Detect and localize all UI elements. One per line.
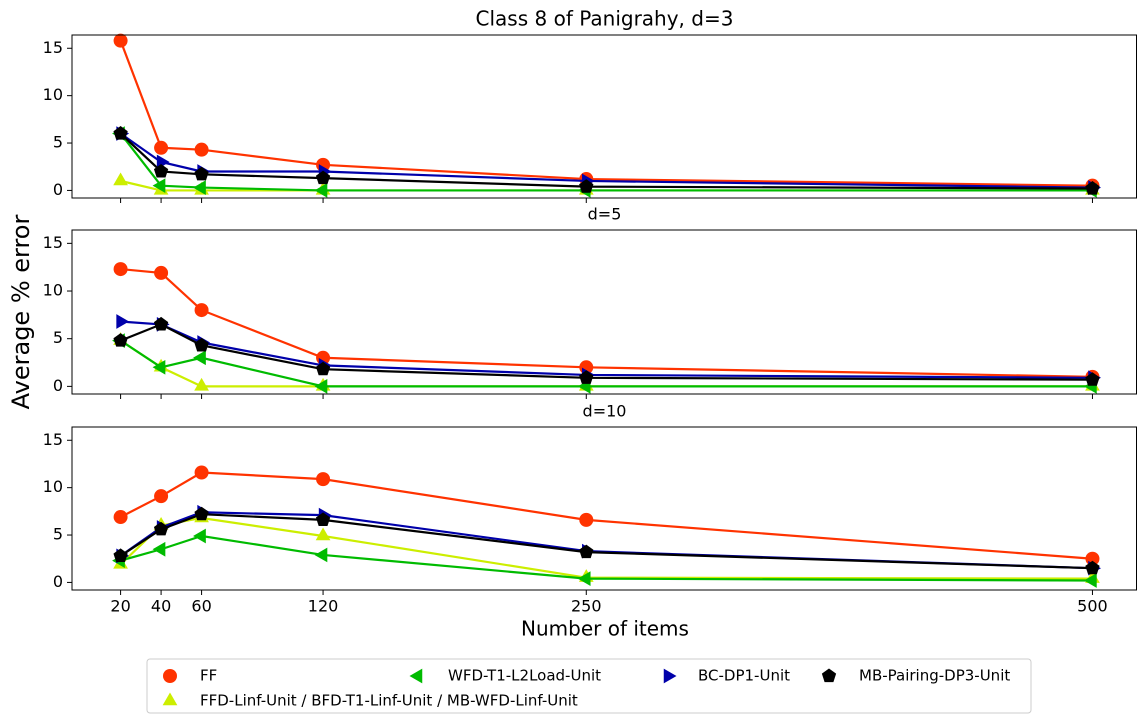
axes-frame <box>71 34 1137 199</box>
x-tick-label: 60 <box>191 597 211 616</box>
y-tick-label: 0 <box>53 180 63 199</box>
data-point <box>152 541 166 557</box>
series-line <box>120 323 1093 381</box>
data-point <box>193 528 206 544</box>
data-point <box>116 314 130 329</box>
legend-label: FF <box>200 667 217 685</box>
data-point <box>154 265 169 280</box>
legend-label: FFD-Linf-Unit / BFD-T1-Linf-Unit / MB-WF… <box>200 692 578 710</box>
series-line <box>120 534 1093 582</box>
legend-marker <box>821 668 837 683</box>
series-line <box>120 471 1093 560</box>
data-point <box>314 547 328 563</box>
legend-label: WFD-T1-L2Load-Unit <box>448 667 601 685</box>
data-point <box>153 521 169 536</box>
x-tick-label: 250 <box>571 597 602 616</box>
data-point <box>315 361 331 376</box>
data-point <box>577 571 591 586</box>
series-line <box>119 132 1093 189</box>
series-line <box>119 132 1093 190</box>
data-point <box>316 472 331 487</box>
x-tick-label: 500 <box>1077 597 1108 616</box>
data-point <box>113 548 128 562</box>
y-tick-label: 5 <box>53 133 63 152</box>
data-point <box>194 377 209 391</box>
y-tick-label: 15 <box>43 233 63 252</box>
data-point <box>154 140 169 155</box>
data-point <box>579 512 594 527</box>
data-point <box>113 333 128 347</box>
data-point <box>314 379 328 394</box>
data-point <box>194 337 209 352</box>
y-tick-label: 15 <box>43 430 63 449</box>
y-axis-label: Average % error <box>7 215 35 410</box>
data-point <box>194 303 209 318</box>
series-line <box>119 513 1093 570</box>
data-point <box>113 510 128 525</box>
y-tick-label: 10 <box>43 85 63 104</box>
data-point <box>1085 372 1100 386</box>
series-line <box>119 339 1093 388</box>
data-point <box>579 544 594 559</box>
data-point <box>314 183 328 198</box>
data-point <box>193 350 206 366</box>
legend-label: BC-DP1-Unit <box>698 667 790 685</box>
plot-area <box>112 465 1101 588</box>
data-point <box>113 126 128 140</box>
y-tick-label: 5 <box>53 328 63 347</box>
series-line <box>120 320 1093 379</box>
legend-marker <box>162 692 178 706</box>
subplot-title: d=10 <box>583 402 627 421</box>
series-line <box>119 132 1093 192</box>
data-point <box>315 170 331 185</box>
data-point <box>579 179 594 193</box>
data-point <box>113 33 128 48</box>
data-point <box>1083 573 1097 588</box>
data-point <box>153 316 169 331</box>
data-point <box>1085 560 1100 575</box>
plot-area <box>112 33 1101 198</box>
data-point <box>315 527 331 541</box>
data-point <box>194 465 209 480</box>
data-point <box>194 142 209 157</box>
y-tick-label: 0 <box>53 376 63 395</box>
x-tick-label: 40 <box>151 597 171 616</box>
subplot-title: d=5 <box>588 205 622 224</box>
data-point <box>194 506 209 521</box>
axes-frame <box>71 229 1137 395</box>
data-point <box>315 512 331 526</box>
x-tick-label: 120 <box>308 597 339 616</box>
y-tick-label: 5 <box>53 525 63 544</box>
y-tick-label: 0 <box>53 572 63 591</box>
data-point <box>1085 181 1100 195</box>
data-point <box>579 370 594 384</box>
subplot-title: Class 8 of Panigrahy, d=3 <box>476 7 734 31</box>
series-line <box>120 267 1093 378</box>
series-line <box>119 40 1093 187</box>
data-point <box>154 489 169 504</box>
data-point <box>193 180 206 195</box>
legend-marker <box>409 668 423 684</box>
x-tick-label: 20 <box>110 597 130 616</box>
y-tick-label: 10 <box>43 281 63 300</box>
x-axis-label: Number of items <box>521 617 689 641</box>
legend-marker <box>163 669 177 683</box>
data-point <box>113 172 128 186</box>
y-tick-label: 15 <box>43 38 63 57</box>
legend-label: MB-Pairing-DP3-Unit <box>859 667 1010 685</box>
legend-box <box>146 658 1032 714</box>
data-point <box>194 166 209 181</box>
data-point <box>113 262 128 277</box>
plot-area <box>112 262 1101 394</box>
legend-marker <box>663 668 677 684</box>
data-point <box>152 359 166 375</box>
y-tick-label: 10 <box>43 477 63 496</box>
data-point <box>152 178 166 194</box>
data-point <box>153 163 169 178</box>
